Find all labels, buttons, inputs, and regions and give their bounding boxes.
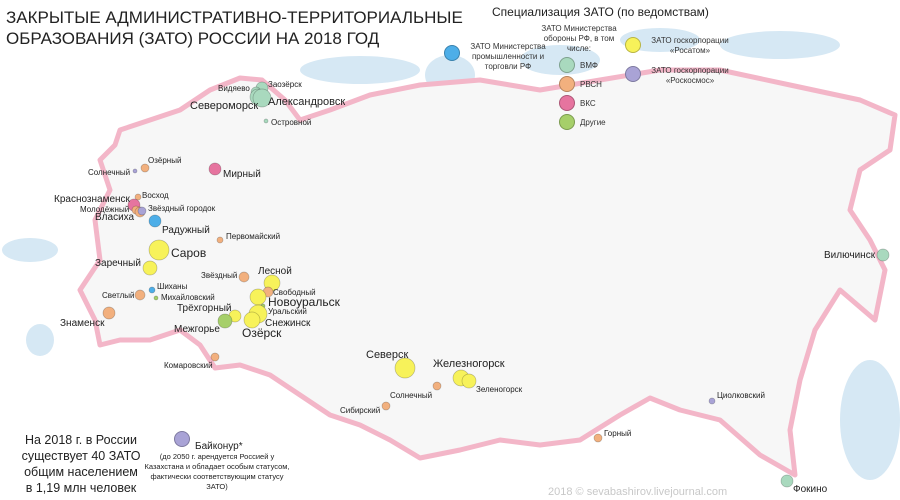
city-marker [249, 288, 267, 306]
legend-title: Специализация ЗАТО (по ведомствам) [492, 5, 709, 19]
city-marker [140, 163, 150, 173]
city-label: Радужный [162, 225, 210, 236]
legend-swatch-rvsn [559, 76, 575, 92]
city-marker [153, 295, 159, 301]
legend-label-rvsn: РВСН [580, 80, 602, 89]
city-label: Светлый [102, 291, 135, 300]
city-marker [593, 433, 603, 443]
city-label: Новоуральск [268, 295, 340, 309]
city-marker [102, 306, 116, 320]
city-marker [148, 286, 156, 294]
legend-swatch-other [559, 114, 575, 130]
city-label: Власиха [95, 212, 135, 223]
city-label: Уральский [268, 307, 307, 316]
city-label: Звёздный городок [148, 204, 216, 213]
city-label: Зеленогорск [476, 385, 523, 394]
map-title-line: ЗАКРЫТЫЕ АДМИНИСТРАТИВНО-ТЕРРИТОРИАЛЬНЫЕ [6, 8, 463, 27]
legend-label-vks: ВКС [580, 99, 596, 108]
map-title-line: ОБРАЗОВАНИЯ (ЗАТО) РОССИИ НА 2018 ГОД [6, 29, 380, 48]
city-marker [132, 168, 138, 174]
city-marker [876, 248, 890, 262]
map-title: ЗАКРЫТЫЕ АДМИНИСТРАТИВНО-ТЕРРИТОРИАЛЬНЫЕ… [6, 7, 463, 49]
legend-swatch-vmf [559, 57, 575, 73]
baikonur-note: (до 2050 г. арендуется Россией у Казахст… [144, 452, 290, 491]
city-marker [243, 311, 261, 329]
legend-label-mod: ЗАТО Министерства обороны РФ, в том числ… [541, 24, 617, 53]
city-marker [394, 357, 416, 379]
summary-text: На 2018 г. в России существует 40 ЗАТО о… [6, 432, 156, 496]
baikonur-name: Байконур* [195, 441, 243, 452]
legend-swatch-roscosmos [625, 66, 641, 82]
legend-label-vmf: ВМФ [580, 61, 598, 70]
baikonur-marker [174, 431, 190, 447]
city-label: Заозёрск [268, 80, 302, 89]
city-marker [137, 206, 147, 216]
city-label: Озёрск [242, 326, 282, 340]
city-label: Александровск [268, 96, 346, 108]
legend-label-rosatom: ЗАТО госкорпорации «Росатом» [651, 36, 729, 55]
city-label: Солнечный [390, 391, 433, 400]
city-label: Лесной [258, 266, 292, 277]
city-markers [102, 81, 890, 488]
city-label: Североморск [190, 100, 259, 112]
city-label: Шиханы [157, 282, 188, 291]
city-marker [148, 239, 170, 261]
city-label: Горный [604, 429, 632, 438]
city-marker [432, 381, 442, 391]
city-label: Снежинск [265, 318, 311, 329]
city-label: Межгорье [174, 324, 220, 335]
legend-label-other: Другие [580, 118, 606, 127]
city-label: Трёхгорный [177, 303, 232, 314]
city-label: Знаменск [60, 318, 105, 329]
legend-swatch-vks [559, 95, 575, 111]
city-marker [238, 271, 250, 283]
legend-swatch-minprom [444, 45, 460, 61]
summary-line: существует 40 ЗАТО [21, 449, 141, 463]
city-marker [210, 352, 220, 362]
city-marker [263, 118, 269, 124]
legend-label-roscosmos: ЗАТО госкорпорации «Роскосмос» [651, 66, 729, 85]
city-label: Мирный [223, 169, 261, 180]
summary-line: в 1,19 млн человек [25, 481, 137, 495]
city-label: Солнечный [88, 168, 131, 177]
city-marker [252, 88, 272, 108]
legend-swatch-rosatom [625, 37, 641, 53]
city-label: Железногорск [433, 358, 505, 370]
city-label: Заречный [95, 258, 141, 269]
city-marker [134, 193, 142, 201]
city-label: Комаровский [164, 361, 213, 370]
city-label: Циолковский [717, 391, 765, 400]
city-marker [148, 214, 162, 228]
city-label: Вилючинск [824, 250, 876, 261]
city-label: Островной [271, 118, 312, 127]
city-marker [208, 162, 222, 176]
city-label: Фокино [793, 484, 828, 495]
summary-line: На 2018 г. в России [24, 433, 138, 447]
city-marker [217, 313, 233, 329]
city-label: Михайловский [161, 293, 215, 302]
city-label: Первомайский [226, 232, 281, 241]
legend-label-minprom: ЗАТО Министерства промышленности и торго… [470, 42, 546, 71]
russia-border [77, 67, 898, 478]
city-label: Саров [171, 246, 207, 260]
city-label: Звёздный [201, 271, 238, 280]
city-marker [780, 474, 794, 488]
city-label: Северск [366, 349, 409, 361]
city-marker [708, 397, 716, 405]
city-label: Сибирский [340, 406, 381, 415]
city-marker [134, 289, 146, 301]
city-marker [216, 236, 224, 244]
city-label: Молодёжный [80, 205, 130, 214]
city-marker [461, 373, 477, 389]
city-label: Видяево [218, 84, 250, 93]
city-marker [142, 260, 158, 276]
copyright: 2018 © sevabashirov.livejournal.com [548, 486, 728, 498]
city-marker [381, 401, 391, 411]
city-label: Свободный [273, 288, 316, 297]
city-label: Краснознаменск [54, 194, 130, 205]
city-label: Восход [142, 191, 169, 200]
city-label: Озёрный [148, 156, 182, 165]
summary-line: общим населением [24, 465, 138, 479]
